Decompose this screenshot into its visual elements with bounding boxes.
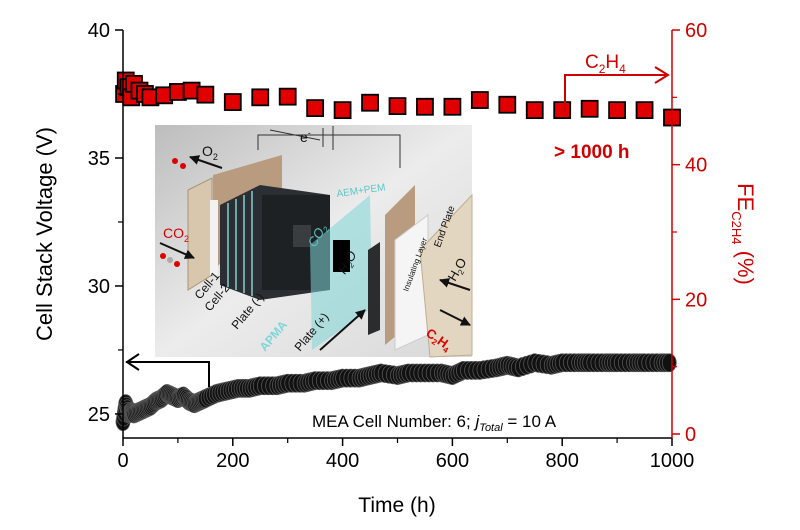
fe-point — [223, 93, 242, 111]
x-tick-label: 600 — [436, 450, 469, 472]
o2-arrow — [189, 155, 223, 169]
inset-electron: e- — [300, 128, 311, 145]
duration-annotation: > 1000 h — [554, 142, 630, 163]
inset-o2: O2 — [202, 143, 218, 162]
fe-point — [470, 91, 489, 109]
y-right-tick-label: 0 — [685, 424, 696, 446]
right-end-plate — [419, 193, 473, 358]
fe-point — [443, 97, 462, 116]
circuit-wire — [257, 134, 401, 168]
y-tick-label: 30 — [88, 276, 110, 298]
fe-point — [388, 97, 407, 115]
fe-point — [525, 101, 544, 120]
inset-c2h4: C2H4 — [422, 325, 455, 355]
y-axis-right-label: FEC2H4 (%) — [729, 183, 758, 285]
o2-molecule-icon — [172, 158, 178, 164]
inset-h2o-center: H2O — [335, 248, 362, 277]
inset-co2-left: CO2 — [163, 225, 189, 244]
voltage-arrowhead-icon — [125, 353, 140, 371]
electron-arrow — [269, 129, 321, 141]
x-tick-label: 1000 — [650, 450, 695, 472]
x-tick-label: 400 — [326, 450, 359, 472]
c2h4-annotation: C2H4 — [585, 52, 626, 76]
fe-point — [416, 97, 434, 116]
fe-point — [553, 101, 572, 120]
co2-molecule-icon-3 — [174, 261, 180, 267]
voltage-axis-arrow — [126, 361, 210, 387]
voltage-series — [115, 353, 677, 432]
fe-point — [361, 93, 379, 112]
c2h4-arrow — [439, 309, 471, 326]
fe-series — [115, 71, 681, 127]
c2h4-arrowhead-icon — [654, 66, 670, 84]
fe-point — [580, 99, 599, 118]
fe-point — [498, 95, 517, 114]
y-right-tick-label: 20 — [685, 289, 707, 311]
fe-point — [306, 99, 325, 118]
membrane-window — [333, 240, 350, 272]
fe-point — [196, 85, 215, 104]
co2-molecule-icon — [160, 253, 166, 259]
fe-point — [251, 88, 270, 107]
plate-pos-arrow — [319, 309, 366, 351]
h2o-arrow — [439, 278, 471, 291]
voltage-point — [661, 353, 677, 373]
c2h4-axis-arrow — [564, 74, 667, 112]
fe-point — [608, 101, 626, 120]
y-right-tick-label: 40 — [685, 155, 707, 177]
co2-molecule-icon-2 — [167, 257, 173, 263]
x-tick-label: 0 — [117, 450, 128, 472]
o2-molecule-icon-2 — [180, 163, 186, 169]
inset-schematic: e- AEM+PEM CO2 H2O Insulating Layer End … — [155, 125, 473, 358]
co2-arrow — [159, 242, 195, 259]
x-tick-label: 800 — [546, 450, 579, 472]
x-tick-label: 200 — [216, 450, 249, 472]
left-white-layer — [210, 200, 218, 275]
fe-point — [278, 87, 297, 106]
y-tick-label: 35 — [88, 148, 110, 170]
x-axis-label: Time (h) — [358, 494, 435, 517]
fe-point — [635, 101, 654, 120]
y-tick-label: 25 — [88, 404, 110, 426]
fe-point — [333, 101, 352, 120]
condition-annotation: MEA Cell Number: 6; jTotal = 10 A — [312, 412, 557, 434]
y-axis-label: Cell Stack Voltage (V) — [32, 127, 57, 341]
plate-positive — [368, 242, 380, 335]
y-right-tick-label: 60 — [685, 20, 707, 42]
y-tick-label: 40 — [88, 20, 110, 42]
